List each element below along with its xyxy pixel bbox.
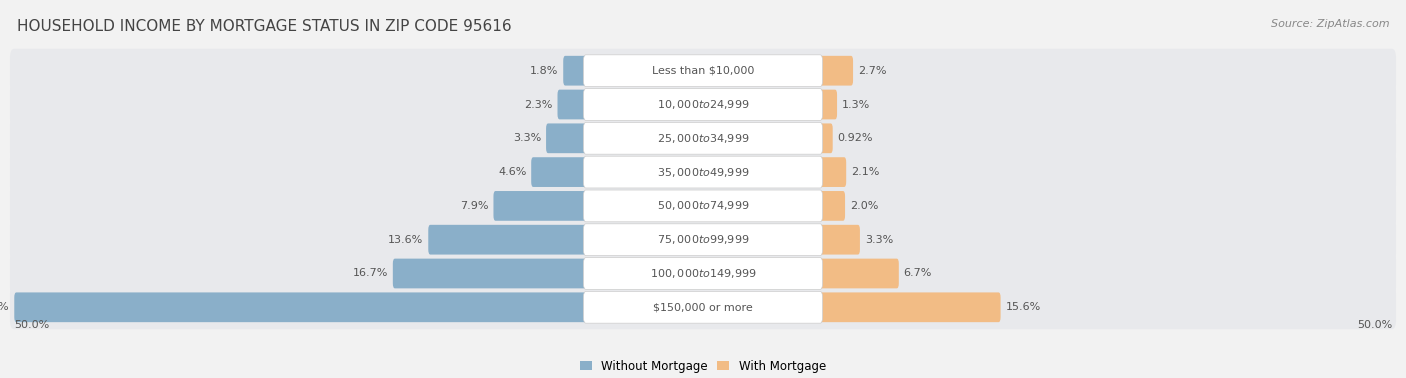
FancyBboxPatch shape (10, 251, 1396, 296)
FancyBboxPatch shape (546, 124, 588, 153)
Text: 3.3%: 3.3% (513, 133, 541, 143)
FancyBboxPatch shape (10, 82, 1396, 127)
Text: 3.3%: 3.3% (865, 235, 893, 245)
Text: 4.6%: 4.6% (498, 167, 526, 177)
FancyBboxPatch shape (818, 191, 845, 221)
FancyBboxPatch shape (10, 150, 1396, 194)
Text: 1.3%: 1.3% (842, 99, 870, 110)
Text: $25,000 to $34,999: $25,000 to $34,999 (657, 132, 749, 145)
FancyBboxPatch shape (583, 88, 823, 120)
FancyBboxPatch shape (818, 56, 853, 85)
FancyBboxPatch shape (818, 259, 898, 288)
Text: 0.92%: 0.92% (838, 133, 873, 143)
FancyBboxPatch shape (10, 116, 1396, 160)
Text: $75,000 to $99,999: $75,000 to $99,999 (657, 233, 749, 246)
FancyBboxPatch shape (10, 184, 1396, 228)
FancyBboxPatch shape (818, 157, 846, 187)
Text: 2.0%: 2.0% (849, 201, 879, 211)
FancyBboxPatch shape (583, 258, 823, 290)
Text: 2.1%: 2.1% (851, 167, 879, 177)
Text: $10,000 to $24,999: $10,000 to $24,999 (657, 98, 749, 111)
FancyBboxPatch shape (10, 285, 1396, 329)
FancyBboxPatch shape (583, 291, 823, 323)
FancyBboxPatch shape (583, 224, 823, 256)
FancyBboxPatch shape (583, 122, 823, 154)
FancyBboxPatch shape (10, 218, 1396, 262)
Text: Less than $10,000: Less than $10,000 (652, 66, 754, 76)
Text: 16.7%: 16.7% (353, 268, 388, 279)
Text: $50,000 to $74,999: $50,000 to $74,999 (657, 200, 749, 212)
FancyBboxPatch shape (818, 90, 837, 119)
Text: $150,000 or more: $150,000 or more (654, 302, 752, 312)
FancyBboxPatch shape (583, 190, 823, 222)
Text: 13.6%: 13.6% (388, 235, 423, 245)
Text: 50.0%: 50.0% (1357, 320, 1392, 330)
FancyBboxPatch shape (583, 55, 823, 87)
Text: 15.6%: 15.6% (1005, 302, 1040, 312)
FancyBboxPatch shape (818, 293, 1001, 322)
Text: $100,000 to $149,999: $100,000 to $149,999 (650, 267, 756, 280)
Text: 1.8%: 1.8% (530, 66, 558, 76)
FancyBboxPatch shape (429, 225, 588, 254)
Legend: Without Mortgage, With Mortgage: Without Mortgage, With Mortgage (581, 360, 825, 373)
FancyBboxPatch shape (531, 157, 588, 187)
FancyBboxPatch shape (494, 191, 588, 221)
Text: $35,000 to $49,999: $35,000 to $49,999 (657, 166, 749, 178)
Text: 2.7%: 2.7% (858, 66, 886, 76)
FancyBboxPatch shape (10, 49, 1396, 93)
FancyBboxPatch shape (818, 225, 860, 254)
Text: 7.9%: 7.9% (460, 201, 489, 211)
FancyBboxPatch shape (818, 124, 832, 153)
FancyBboxPatch shape (14, 293, 588, 322)
FancyBboxPatch shape (392, 259, 588, 288)
Text: Source: ZipAtlas.com: Source: ZipAtlas.com (1271, 19, 1389, 29)
Text: 2.3%: 2.3% (524, 99, 553, 110)
Text: 49.8%: 49.8% (0, 302, 10, 312)
Text: 6.7%: 6.7% (904, 268, 932, 279)
FancyBboxPatch shape (558, 90, 588, 119)
Text: 50.0%: 50.0% (14, 320, 49, 330)
Text: HOUSEHOLD INCOME BY MORTGAGE STATUS IN ZIP CODE 95616: HOUSEHOLD INCOME BY MORTGAGE STATUS IN Z… (17, 19, 512, 34)
FancyBboxPatch shape (583, 156, 823, 188)
FancyBboxPatch shape (564, 56, 588, 85)
